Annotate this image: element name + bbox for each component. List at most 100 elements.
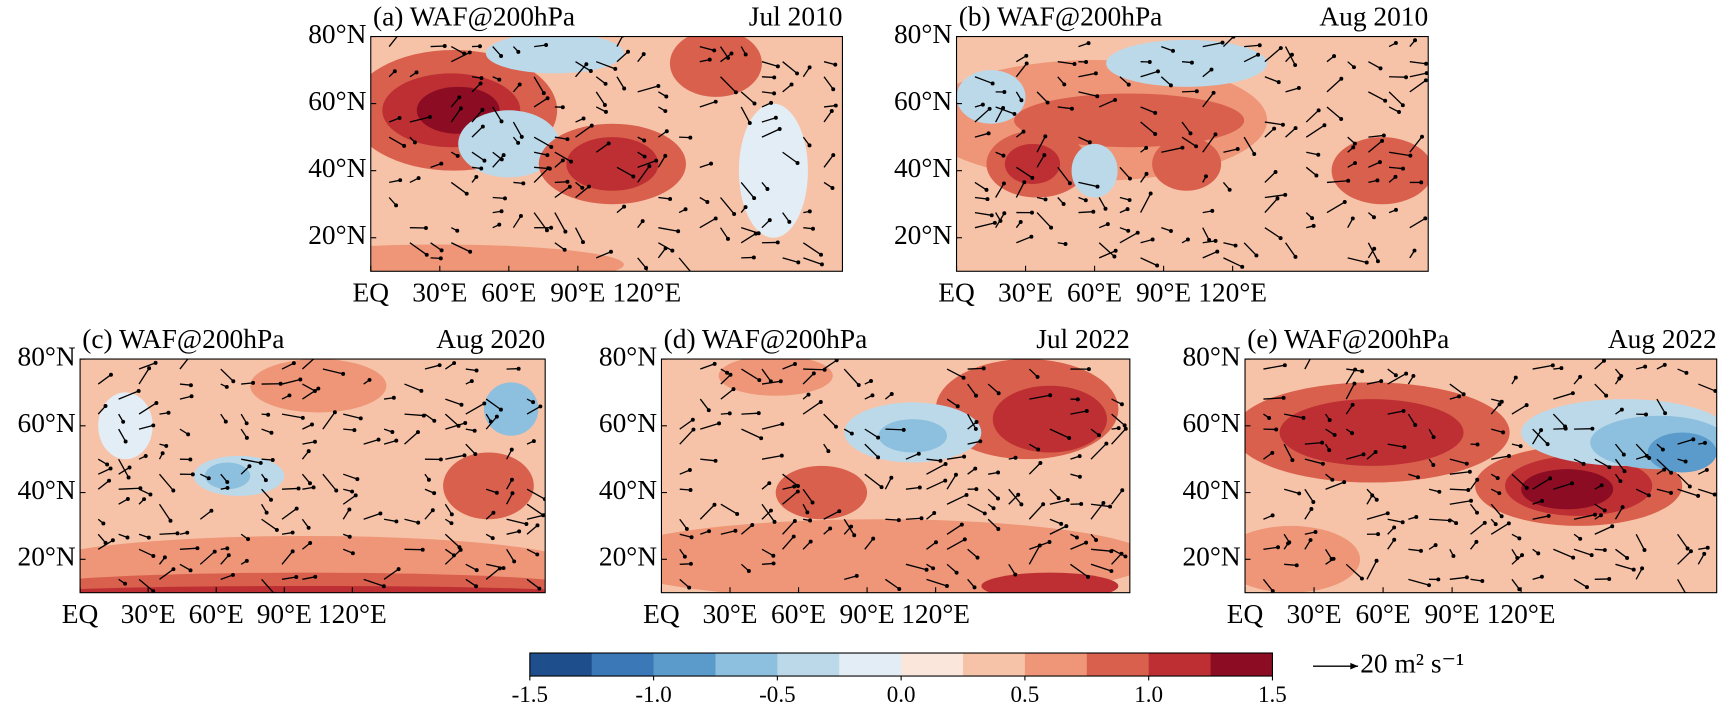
flux-arrow <box>1222 36 1234 48</box>
y-tick-label: 40°N <box>308 153 366 183</box>
flux-arrow <box>761 454 782 460</box>
flux-arrow <box>1304 359 1311 370</box>
flux-arrow <box>465 563 478 571</box>
flux-arrow-head <box>622 86 627 91</box>
flux-arrow-head <box>934 540 938 545</box>
flux-arrow <box>1409 61 1427 65</box>
flux-arrow-head <box>352 428 357 433</box>
flux-arrow-head <box>1397 110 1401 114</box>
flux-arrow <box>1202 42 1223 48</box>
flux-arrow-head <box>1662 362 1667 367</box>
flux-arrow <box>1284 413 1304 419</box>
flux-arrow-head <box>412 140 417 145</box>
flux-arrow <box>1264 194 1286 199</box>
y-tick-label: 20°N <box>1182 542 1240 572</box>
flux-arrow <box>719 227 729 240</box>
flux-arrow <box>1407 413 1416 426</box>
flux-arrow-head <box>1647 455 1652 460</box>
x-tick-label: EQ <box>643 599 680 629</box>
flux-arrow <box>843 368 860 386</box>
flux-arrow-head <box>419 388 424 393</box>
flux-arrow-head <box>1361 452 1366 457</box>
flux-arrow-head <box>549 144 554 149</box>
flux-arrow-head <box>1536 551 1541 556</box>
flux-arrow <box>782 473 799 487</box>
flux-arrow-head <box>1313 529 1318 534</box>
flux-arrow-head <box>1077 474 1082 479</box>
flux-arrow-head <box>189 394 194 399</box>
flux-arrow-head <box>917 485 922 490</box>
flux-arrow-head <box>871 536 876 541</box>
flux-arrow <box>946 563 958 574</box>
flux-arrow-head <box>510 491 515 496</box>
flux-arrow-head <box>1599 483 1604 488</box>
flux-arrow-head <box>1392 537 1397 542</box>
flux-arrow <box>1408 548 1422 552</box>
flux-arrow-head <box>501 566 506 571</box>
flux-arrow-head <box>1662 467 1667 472</box>
flux-arrow <box>1243 242 1257 256</box>
flux-arrow-head <box>819 262 824 267</box>
shading <box>661 519 1130 593</box>
flux-arrow-head <box>1101 500 1106 505</box>
flux-arrow <box>1346 453 1364 460</box>
flux-arrow <box>1326 201 1346 214</box>
flux-arrow-head <box>516 366 521 371</box>
flux-arrow <box>720 503 738 515</box>
flux-arrow <box>1285 242 1297 258</box>
flux-arrow <box>761 61 779 67</box>
flux-arrow-head <box>497 222 502 227</box>
flux-arrow-head <box>1256 52 1261 57</box>
flux-arrow-head <box>1125 207 1130 212</box>
flux-arrow <box>1111 413 1126 426</box>
flux-arrow-head <box>1520 553 1525 558</box>
flux-arrow <box>179 547 198 550</box>
flux-arrow-head <box>278 381 283 386</box>
flux-arrow-head <box>726 55 731 60</box>
flux-arrow <box>220 368 234 382</box>
flux-arrow-head <box>989 213 994 218</box>
flux-arrow-head <box>750 523 755 527</box>
flux-arrow-head <box>1631 567 1636 572</box>
flux-arrow <box>967 503 986 515</box>
flux-arrow <box>657 247 667 259</box>
flux-arrow-head <box>1127 198 1132 203</box>
flux-arrow-head <box>768 508 773 513</box>
flux-arrow-head <box>1451 553 1456 558</box>
flux-arrow-head <box>684 526 689 531</box>
flux-arrow <box>138 367 150 385</box>
flux-arrow-head <box>772 91 777 96</box>
flux-arrow-head <box>1619 373 1624 378</box>
flux-arrow <box>741 368 760 381</box>
flux-arrow-head <box>432 418 437 423</box>
flux-arrow <box>199 510 212 520</box>
flux-arrow <box>1614 506 1624 520</box>
flux-arrow <box>1594 525 1613 535</box>
x-tick-label: 90°E <box>1136 278 1191 308</box>
flux-arrow-head <box>416 176 421 181</box>
flux-arrow <box>1389 166 1404 170</box>
flux-arrow <box>995 107 1004 123</box>
flux-arrow <box>974 222 996 229</box>
flux-arrow <box>1366 512 1388 520</box>
flux-arrow <box>1306 151 1319 156</box>
colorbar-tick-label: -1.5 <box>512 681 548 706</box>
flux-arrow <box>450 181 468 195</box>
flux-arrow-head <box>580 185 585 190</box>
flux-arrow <box>1119 166 1131 179</box>
flux-arrow-head <box>1105 222 1110 227</box>
flux-arrow-head <box>1119 402 1124 407</box>
flux-arrow-head <box>996 470 1001 475</box>
flux-arrow-head <box>310 422 314 427</box>
flux-arrow-head <box>1621 452 1626 457</box>
flux-arrow-head <box>791 534 796 539</box>
flux-arrow-head <box>1545 442 1550 447</box>
flux-arrow <box>1677 473 1691 487</box>
flux-arrow-head <box>1086 41 1091 46</box>
flux-arrow-head <box>1056 496 1061 501</box>
flux-arrow <box>740 524 753 535</box>
flux-arrow-head <box>1424 61 1429 66</box>
flux-arrow-head <box>136 388 141 393</box>
flux-arrow-head <box>1276 545 1281 550</box>
flux-arrow-head <box>459 402 464 407</box>
